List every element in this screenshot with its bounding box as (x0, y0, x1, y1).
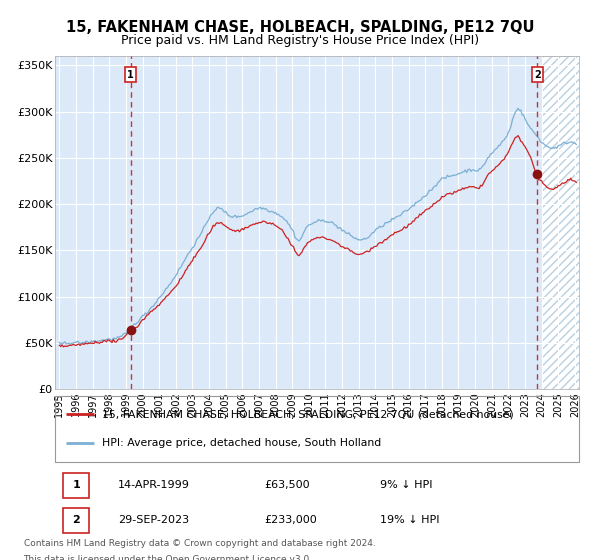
Text: 15, FAKENHAM CHASE, HOLBEACH, SPALDING, PE12 7QU: 15, FAKENHAM CHASE, HOLBEACH, SPALDING, … (66, 20, 534, 35)
Text: 19% ↓ HPI: 19% ↓ HPI (380, 515, 439, 525)
Text: This data is licensed under the Open Government Licence v3.0.: This data is licensed under the Open Gov… (23, 555, 313, 560)
Text: HPI: Average price, detached house, South Holland: HPI: Average price, detached house, Sout… (103, 438, 382, 449)
Text: 1: 1 (127, 69, 134, 80)
Text: 15, FAKENHAM CHASE, HOLBEACH, SPALDING, PE12 7QU (detached house): 15, FAKENHAM CHASE, HOLBEACH, SPALDING, … (103, 409, 514, 419)
Text: 2: 2 (534, 69, 541, 80)
Text: £233,000: £233,000 (265, 515, 317, 525)
Text: 14-APR-1999: 14-APR-1999 (118, 480, 190, 490)
Text: 9% ↓ HPI: 9% ↓ HPI (380, 480, 433, 490)
Text: Price paid vs. HM Land Registry's House Price Index (HPI): Price paid vs. HM Land Registry's House … (121, 34, 479, 46)
Bar (542, 56, 579, 389)
Bar (63, 473, 89, 498)
Text: Contains HM Land Registry data © Crown copyright and database right 2024.: Contains HM Land Registry data © Crown c… (23, 539, 375, 548)
Text: £63,500: £63,500 (265, 480, 310, 490)
Bar (63, 507, 89, 533)
Bar (542, 56, 579, 389)
Text: 2: 2 (72, 515, 80, 525)
Text: 1: 1 (72, 480, 80, 490)
Text: 29-SEP-2023: 29-SEP-2023 (118, 515, 189, 525)
